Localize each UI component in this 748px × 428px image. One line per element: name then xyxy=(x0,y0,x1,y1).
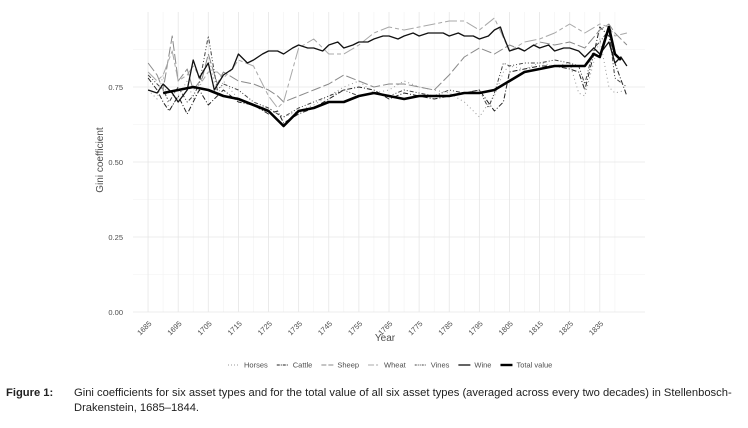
legend-label-horses: Horses xyxy=(244,361,268,370)
x-tick-label: 1775 xyxy=(406,319,424,337)
y-tick-label: 0.00 xyxy=(108,308,123,317)
x-tick-label: 1815 xyxy=(527,319,545,337)
x-tick-label: 1705 xyxy=(196,319,214,337)
series-line-cattle xyxy=(147,26,628,124)
chart-legend: Horses Cattle Sheep Wheat Vines Wine Total val… xyxy=(228,361,552,370)
y-axis-label: Gini coefficient xyxy=(95,127,106,193)
y-axis-ticks: 0.00 0.25 0.50 0.75 xyxy=(108,83,123,317)
figure-caption-text: Gini coefficients for six asset types an… xyxy=(74,387,732,414)
x-tick-label: 1755 xyxy=(346,319,364,337)
legend-label-wheat: Wheat xyxy=(384,361,407,370)
figure-caption-label: Figure 1: xyxy=(6,387,54,399)
y-tick-label: 0.25 xyxy=(108,233,123,242)
x-tick-label: 1695 xyxy=(165,319,183,337)
legend-label-wine: Wine xyxy=(474,361,491,370)
legend-label-total-value: Total value xyxy=(516,361,552,370)
x-tick-label: 1745 xyxy=(316,319,334,337)
series-line-wine xyxy=(147,26,628,103)
x-tick-label: 1685 xyxy=(135,319,153,337)
series-lines xyxy=(147,17,628,128)
x-tick-label: 1725 xyxy=(256,319,274,337)
legend-label-vines: Vines xyxy=(431,361,450,370)
x-tick-label: 1785 xyxy=(436,319,454,337)
x-axis-label: Year xyxy=(375,333,396,344)
series-line-vines xyxy=(147,29,628,118)
y-tick-label: 0.50 xyxy=(108,158,123,167)
legend-label-cattle: Cattle xyxy=(293,361,313,370)
gini-line-chart: 0.00 0.25 0.50 0.75 1685 1695 1705 1715 1725 173… xyxy=(95,12,645,370)
x-tick-label: 1805 xyxy=(497,319,515,337)
legend-label-sheep: Sheep xyxy=(337,361,359,370)
x-tick-label: 1825 xyxy=(557,319,575,337)
chart-grid xyxy=(133,12,645,313)
x-tick-label: 1835 xyxy=(587,319,605,337)
x-tick-label: 1715 xyxy=(226,319,244,337)
x-tick-label: 1735 xyxy=(286,319,304,337)
x-axis-ticks: 1685 1695 1705 1715 1725 1735 1745 1755 1765 1775… xyxy=(135,319,605,337)
x-tick-label: 1795 xyxy=(467,319,485,337)
series-line-total-value xyxy=(162,25,622,128)
y-tick-label: 0.75 xyxy=(108,83,123,92)
series-line-sheep xyxy=(147,23,628,103)
